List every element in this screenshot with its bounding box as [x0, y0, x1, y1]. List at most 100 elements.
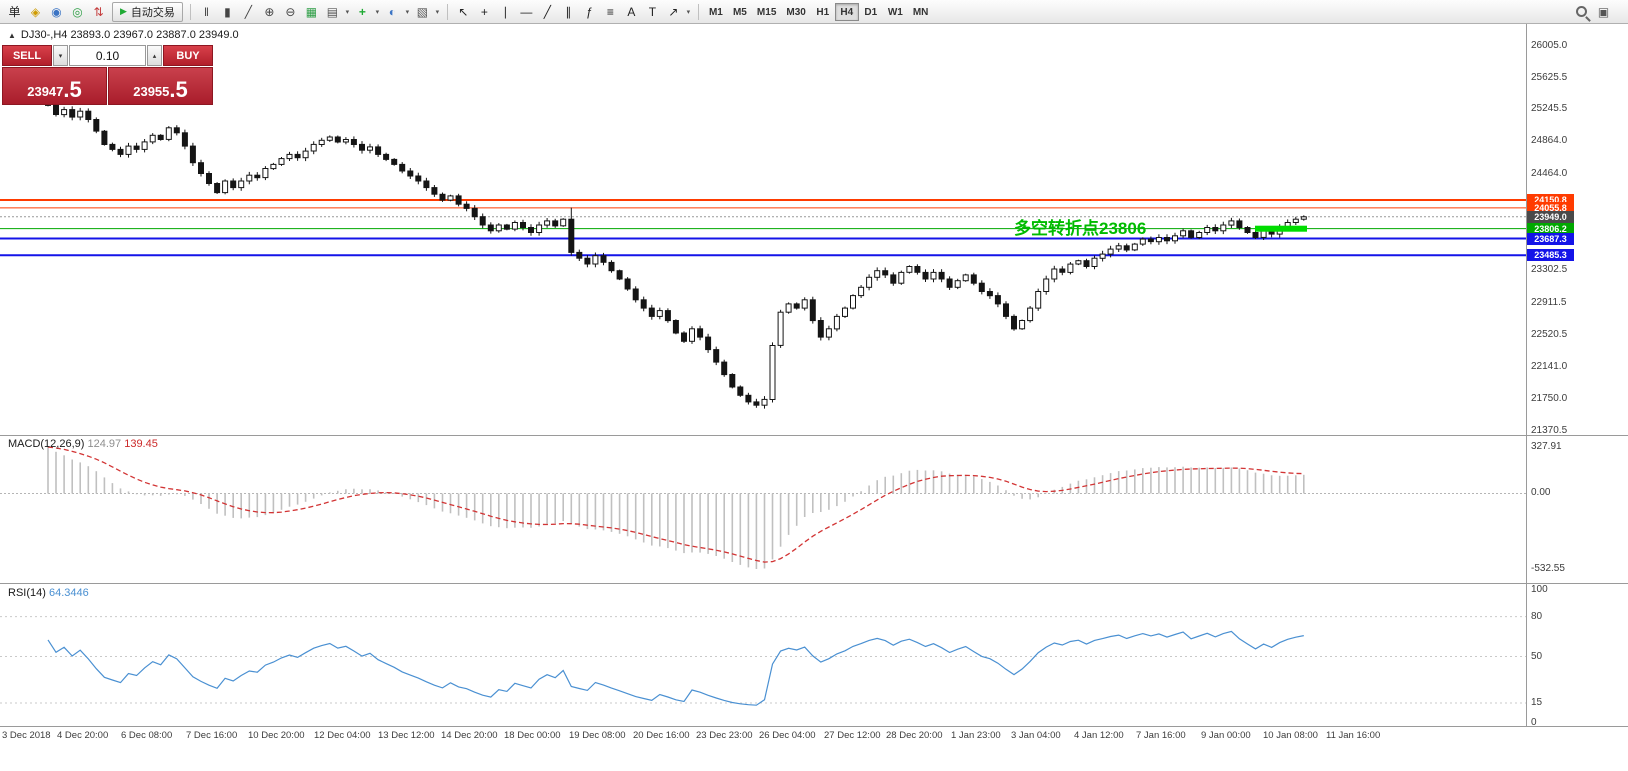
indicators-icon-dropdown[interactable]: ▾ — [375, 8, 380, 16]
text-icon[interactable]: A — [627, 4, 636, 19]
price-scale-label: 26005.0 — [1531, 40, 1568, 51]
timeframe-m30[interactable]: M30 — [786, 6, 806, 18]
toolbar-separator — [697, 3, 699, 20]
toolbar: 单 ◈ ◉ ◎ ⇅ ▶ 自动交易 ‖ ▮ ╱ ⊕ ⊖ ▦ ▤ ▾ + ▾ ◐ ▾ ▧ ▾ ↖ + ∣ — ╱ ∥ ƒ ≡ A T ↗ ▾… — [0, 0, 1628, 24]
rsi-indicator-label: RSI(14) 64.3446 — [8, 587, 89, 599]
crosshair-icon[interactable]: + — [480, 4, 488, 19]
arrange-windows-icon-dropdown[interactable]: ▾ — [345, 8, 350, 16]
price-scale-label: 24464.0 — [1531, 168, 1568, 179]
time-axis-label: 18 Dec 00:00 — [504, 730, 561, 741]
arrows-icon-group: ↗ ▾ — [663, 2, 693, 21]
timeframe-mn[interactable]: MN — [912, 6, 929, 18]
bar-chart-icon[interactable]: ‖ — [203, 4, 209, 19]
candles — [45, 97, 1307, 409]
buy-price-button[interactable]: 23955.5 — [108, 67, 213, 105]
time-axis-label: 6 Dec 08:00 — [121, 730, 173, 741]
arrange-windows-icon[interactable]: ▤ — [326, 4, 339, 19]
indicators-icon[interactable]: + — [358, 4, 366, 19]
timeframe-h4[interactable]: H4 — [834, 3, 859, 22]
macd-scale-label: 0.00 — [1531, 487, 1551, 499]
macd-scale-label: -532.55 — [1531, 563, 1565, 574]
price-scale-label: 22141.0 — [1531, 360, 1568, 372]
time-axis-label: 3 Dec 2018 — [2, 730, 51, 741]
toolbar-separator — [446, 3, 448, 20]
periods-icon-dropdown[interactable]: ▾ — [405, 8, 410, 16]
new-chart-icon-group: ◈ — [25, 2, 46, 21]
time-axis-label: 12 Dec 04:00 — [314, 730, 371, 741]
timeframe-m1[interactable]: M1 — [708, 6, 723, 18]
rsi-scale-label: 100 — [1531, 584, 1548, 595]
candlestick-chart-icon[interactable]: ▮ — [224, 4, 231, 19]
arrows-icon-dropdown[interactable]: ▾ — [686, 8, 691, 16]
text-icon-group: A — [621, 2, 642, 21]
periods-icon[interactable]: ◐ — [388, 4, 397, 19]
rsi-scale-label: 0 — [1531, 717, 1537, 728]
channel-icon[interactable]: ∥ — [565, 4, 572, 19]
time-axis-label: 19 Dec 08:00 — [569, 730, 626, 741]
new-order-icon[interactable]: ⇅ — [93, 4, 104, 19]
sell-price-fraction: .5 — [63, 77, 82, 102]
bar-chart-icon-group: ‖ — [196, 2, 217, 21]
chart-marker-icon: ▲ — [8, 30, 16, 40]
indicators-icon-group: + ▾ — [352, 2, 382, 21]
search-icon[interactable] — [1576, 6, 1587, 17]
toolbar-separator — [189, 3, 191, 20]
timeframe-w1[interactable]: W1 — [887, 6, 903, 18]
timeframe-h1[interactable]: H1 — [816, 6, 830, 18]
label-icon[interactable]: T — [648, 4, 657, 19]
shapes-icon-group: ≡ — [600, 2, 621, 21]
auto-trading-label: 自动交易 — [130, 6, 175, 19]
price-level-tag[interactable]: 23806.2 — [1527, 222, 1574, 235]
timeframe-d1[interactable]: D1 — [864, 6, 878, 18]
arrows-icon[interactable]: ↗ — [668, 4, 679, 19]
shapes-icon[interactable]: ≡ — [606, 4, 614, 19]
vertical-line-icon-group: ∣ — [495, 2, 516, 21]
cursor-icon-group: ↖ — [453, 2, 474, 21]
sell-button[interactable]: SELL — [2, 45, 52, 66]
price-scale-label: 24864.0 — [1531, 134, 1568, 146]
vertical-line-icon[interactable]: ∣ — [502, 4, 509, 19]
trade-panel-prices: 23947.5 23955.5 — [2, 67, 213, 105]
templates-icon[interactable]: ▧ — [416, 4, 429, 19]
chart-canvas[interactable] — [0, 24, 1628, 745]
lot-decrease-button[interactable]: ▾ — [53, 45, 68, 66]
zoom-out-icon[interactable]: ⊖ — [285, 4, 296, 19]
price-level-tag[interactable]: 23485.3 — [1527, 249, 1574, 262]
time-axis-label: 10 Jan 08:00 — [1263, 730, 1318, 741]
auto-trading-button[interactable]: ▶ 自动交易 — [112, 1, 183, 22]
sell-price-button[interactable]: 23947.5 — [2, 67, 107, 105]
toolbar-group-right: ▣ — [1576, 2, 1624, 21]
lot-size-input[interactable] — [69, 45, 146, 66]
price-scale-label: 22911.5 — [1531, 296, 1567, 308]
toolbar-group-main: 单 ◈ ◉ ◎ ⇅ — [4, 2, 109, 21]
timeframe-m5[interactable]: M5 — [732, 6, 747, 18]
templates-icon-dropdown[interactable]: ▾ — [435, 8, 440, 16]
time-axis-label: 23 Dec 23:00 — [696, 730, 753, 741]
time-axis-label: 20 Dec 16:00 — [633, 730, 690, 741]
sell-price-main: 23947 — [27, 84, 64, 99]
trendline-icon[interactable]: ╱ — [543, 4, 552, 19]
fibonacci-icon[interactable]: ƒ — [586, 4, 593, 19]
horizontal-line-icon[interactable]: — — [520, 4, 533, 19]
templates-icon-group: ▧ ▾ — [412, 2, 442, 21]
time-axis-label: 28 Dec 20:00 — [886, 730, 943, 741]
price-level-tag[interactable]: 23687.3 — [1527, 232, 1574, 245]
timeframe-m15[interactable]: M15 — [756, 6, 777, 18]
lot-increase-button[interactable]: ▴ — [147, 45, 162, 66]
zoom-in-icon[interactable]: ⊕ — [264, 4, 275, 19]
window-menu-icon[interactable]: 单 — [8, 4, 21, 19]
tile-windows-icon-group: ▦ — [301, 2, 322, 21]
data-window-icon[interactable]: ▣ — [1597, 4, 1610, 19]
new-chart-icon[interactable]: ◈ — [30, 4, 41, 19]
profiles-icon[interactable]: ◉ — [51, 4, 62, 19]
label-icon-group: T — [642, 2, 663, 21]
rsi-name: RSI(14) — [8, 587, 46, 599]
window-menu-icon-group: 单 — [4, 2, 25, 21]
market-watch-icon[interactable]: ◎ — [72, 4, 83, 19]
tile-windows-icon[interactable]: ▦ — [305, 4, 318, 19]
cursor-icon[interactable]: ↖ — [458, 4, 469, 19]
rsi-panel — [0, 616, 1526, 706]
line-chart-icon[interactable]: ╱ — [244, 4, 253, 19]
fibonacci-icon-group: ƒ — [579, 2, 600, 21]
buy-button[interactable]: BUY — [163, 45, 213, 66]
